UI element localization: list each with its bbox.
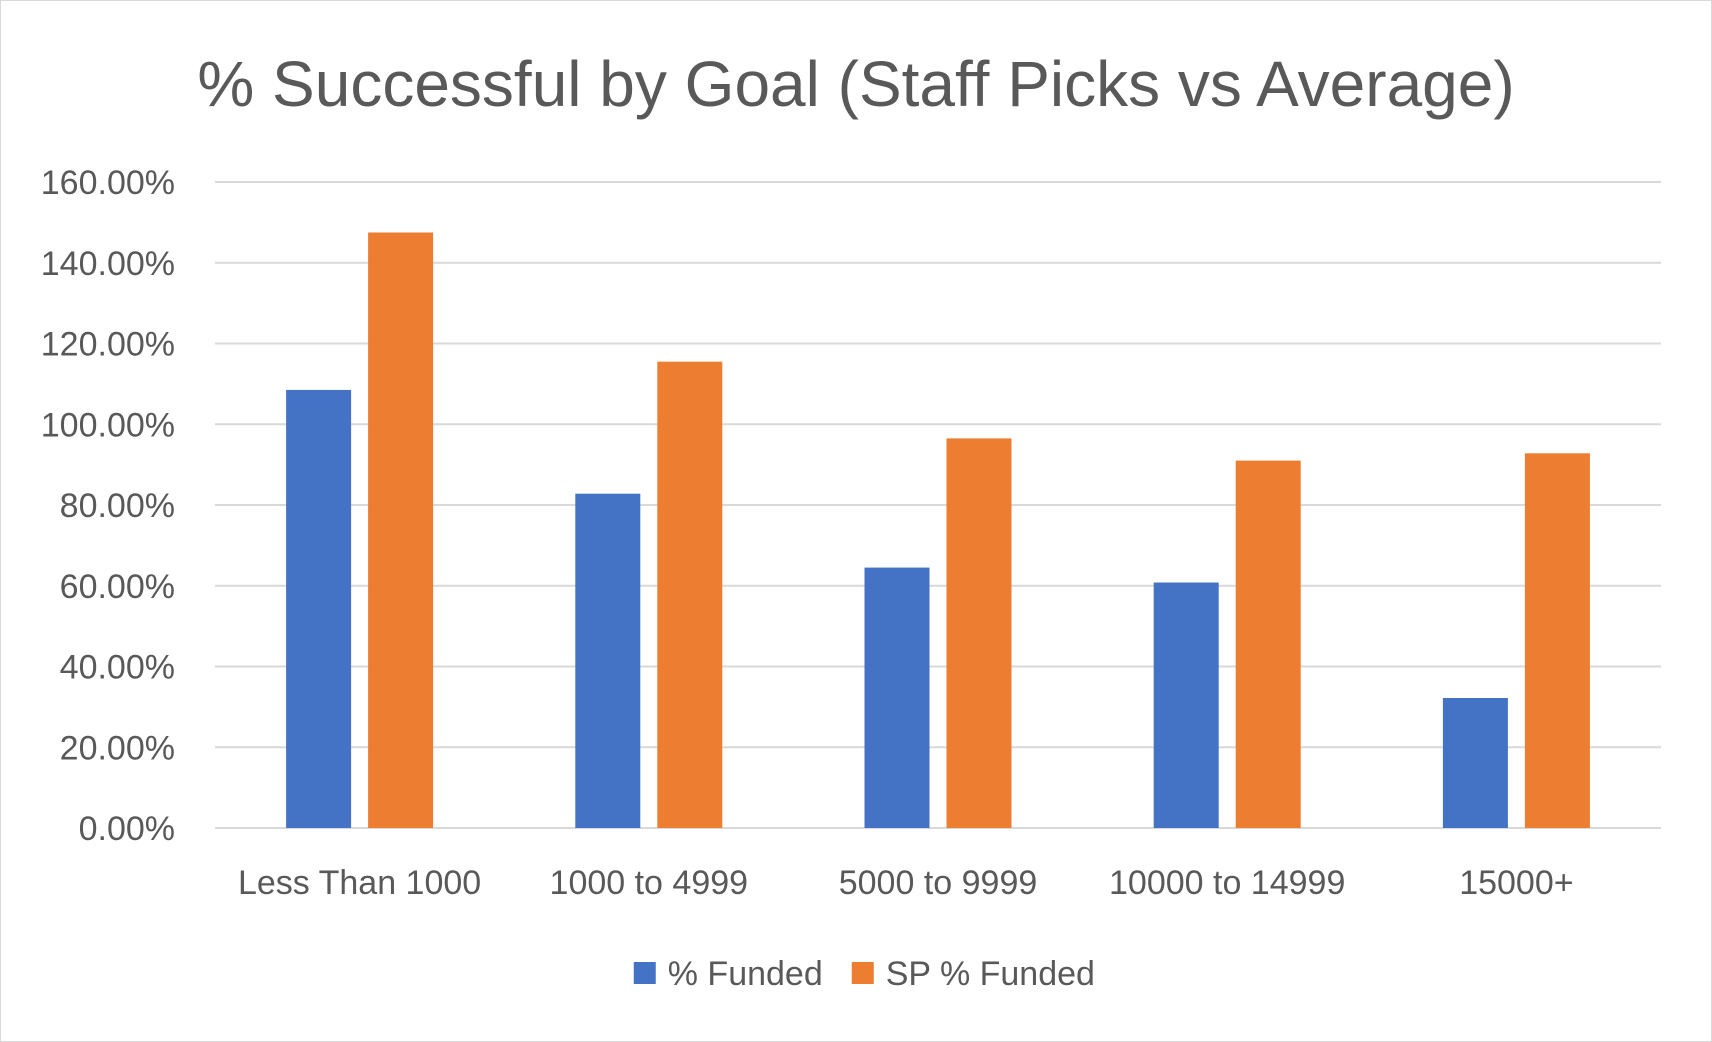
y-tick-label: 160.00%	[41, 164, 175, 202]
x-tick-label: 15000+	[1459, 864, 1573, 902]
bar-sp-funded	[1524, 453, 1590, 828]
y-axis-tick-labels: 0.00% 20.00% 40.00% 60.00% 80.00% 100.00% 120.…	[41, 164, 175, 848]
legend-swatch	[633, 962, 656, 984]
bar-sp-funded	[657, 361, 723, 828]
y-tick-label: 60.00%	[60, 568, 175, 606]
chart-title: % Successful by Goal (Staff Picks vs Ave…	[197, 48, 1514, 120]
y-tick-label: 20.00%	[60, 729, 175, 767]
y-tick-label: 80.00%	[60, 487, 175, 525]
x-tick-label: 5000 to 9999	[839, 864, 1038, 902]
bar-funded	[575, 493, 641, 828]
bar-sp-funded	[368, 232, 434, 828]
y-tick-label: 40.00%	[60, 649, 175, 687]
bar-funded	[1153, 582, 1219, 828]
bar-funded	[286, 389, 352, 828]
y-tick-label: 0.00%	[79, 810, 175, 848]
legend-swatch	[851, 962, 874, 984]
bar-funded	[1442, 697, 1508, 828]
y-tick-label: 100.00%	[41, 406, 175, 444]
bar-sp-funded	[946, 438, 1012, 828]
x-tick-label: Less Than 1000	[238, 864, 481, 902]
bar-funded	[864, 567, 930, 828]
legend-label: % Funded	[668, 955, 823, 993]
y-tick-label: 140.00%	[41, 245, 175, 283]
legend-label: SP % Funded	[886, 955, 1095, 993]
gridlines	[215, 181, 1661, 829]
bars	[286, 232, 1590, 828]
x-tick-label: 1000 to 4999	[550, 864, 749, 902]
y-tick-label: 120.00%	[41, 326, 175, 364]
x-axis-tick-labels: Less Than 1000 1000 to 4999 5000 to 9999 10…	[238, 864, 1574, 902]
legend: % Funded SP % Funded	[633, 955, 1095, 993]
bar-sp-funded	[1235, 460, 1301, 828]
x-tick-label: 10000 to 14999	[1109, 864, 1345, 902]
